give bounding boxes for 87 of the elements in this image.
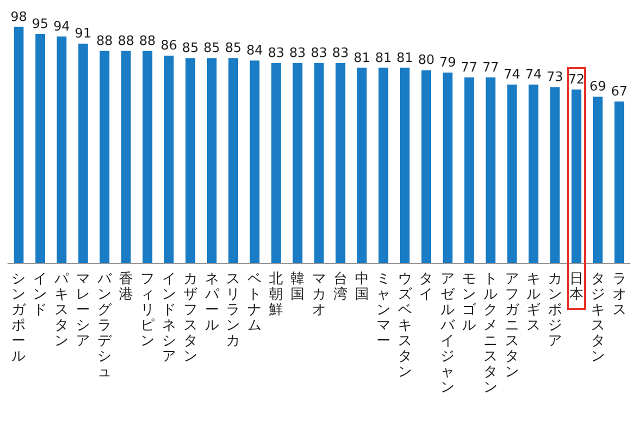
- bar: [292, 62, 302, 263]
- data-label: 86: [160, 38, 178, 54]
- x-tick-label: 香港: [118, 270, 133, 302]
- x-tick-label: ラオス: [612, 270, 626, 318]
- bar: [336, 62, 346, 263]
- data-label: 84: [246, 44, 263, 59]
- x-tick-label: マレーシア: [76, 270, 90, 349]
- bar: [357, 68, 367, 263]
- bar: [442, 72, 453, 263]
- data-label: 69: [590, 80, 606, 95]
- x-tick-label: スリランカ: [226, 270, 240, 349]
- data-label: 77: [482, 60, 499, 76]
- bar: [35, 34, 45, 263]
- bar: [78, 44, 88, 263]
- data-label: 79: [439, 56, 456, 71]
- data-label: 81: [375, 50, 392, 66]
- bar: [614, 102, 624, 263]
- x-tick-label: ベトナム: [248, 270, 262, 334]
- x-tick-label: マカオ: [312, 270, 326, 318]
- bar: [164, 56, 174, 263]
- x-tick-label: パキスタン: [54, 270, 70, 349]
- bar: [100, 50, 110, 263]
- bar: [271, 62, 281, 263]
- x-tick-label: フィリピン: [140, 270, 154, 349]
- bar: [228, 58, 238, 263]
- x-tick-label: タジキスタン: [590, 270, 605, 364]
- data-label: 74: [525, 68, 542, 83]
- bar: [486, 77, 496, 263]
- data-label: 73: [546, 70, 564, 86]
- x-tick-label: シンガポール: [12, 270, 27, 364]
- data-label: 98: [10, 10, 27, 25]
- x-tick-label: 中国: [354, 270, 369, 302]
- bar: [550, 87, 560, 263]
- data-label: 77: [460, 60, 478, 76]
- data-label: 83: [289, 46, 306, 61]
- bar: [206, 58, 217, 263]
- data-label: 88: [118, 34, 134, 49]
- x-tick-label: バングラデシュ: [96, 270, 113, 380]
- data-label: 80: [418, 53, 435, 68]
- bar: [528, 84, 538, 263]
- data-label: 67: [611, 84, 628, 100]
- x-tick-label: モンゴル: [462, 270, 478, 334]
- x-tick-label: キルギス: [526, 270, 540, 334]
- data-label: 85: [203, 41, 220, 56]
- x-tick-label: カザフスタン: [183, 270, 198, 364]
- bar: [507, 84, 517, 263]
- data-label: 83: [332, 46, 349, 61]
- bar: [314, 62, 324, 263]
- data-label: 85: [224, 41, 242, 56]
- x-tick-label: 日本: [569, 270, 584, 302]
- x-tick-label: カンボジア: [548, 270, 562, 349]
- data-label: 85: [182, 41, 199, 56]
- bar: [121, 50, 131, 263]
- bar: [421, 70, 432, 263]
- bar: [572, 89, 582, 263]
- data-label: 83: [268, 46, 284, 61]
- x-tick-label: インド: [33, 270, 48, 318]
- bar: [56, 36, 66, 263]
- x-tick-label: アフガニスタン: [505, 270, 520, 380]
- x-tick-label: 台湾: [333, 270, 348, 302]
- data-label: 91: [74, 26, 92, 42]
- bar: [400, 68, 410, 263]
- bar: [464, 77, 474, 263]
- data-label: 83: [310, 46, 328, 61]
- data-label: 81: [396, 50, 414, 66]
- x-tick-label: ミャンマー: [376, 270, 390, 349]
- x-tick-label: タイ: [419, 270, 434, 302]
- data-label: 88: [139, 34, 156, 49]
- data-label: 94: [53, 19, 70, 34]
- data-label: 88: [96, 34, 113, 49]
- data-label: 74: [504, 68, 520, 83]
- x-tick-label: 韓国: [290, 270, 305, 302]
- bar: [185, 58, 196, 263]
- data-label: 72: [568, 72, 585, 88]
- x-tick-label: ウズベキスタン: [398, 270, 413, 380]
- x-tick-label: インドネシア: [162, 270, 176, 364]
- bar: [142, 50, 152, 263]
- x-tick-label: ネパール: [204, 270, 220, 334]
- bar: [14, 26, 24, 263]
- bar: [378, 68, 388, 263]
- x-tick-label: 北朝鮮: [269, 270, 284, 318]
- data-label: 95: [32, 17, 48, 32]
- data-label: 81: [354, 50, 370, 66]
- x-tick-label: アゼルバイジャン: [440, 270, 456, 396]
- bar: [593, 96, 603, 263]
- x-tick-label: トルクメニスタン: [484, 270, 498, 396]
- bar: [250, 60, 260, 263]
